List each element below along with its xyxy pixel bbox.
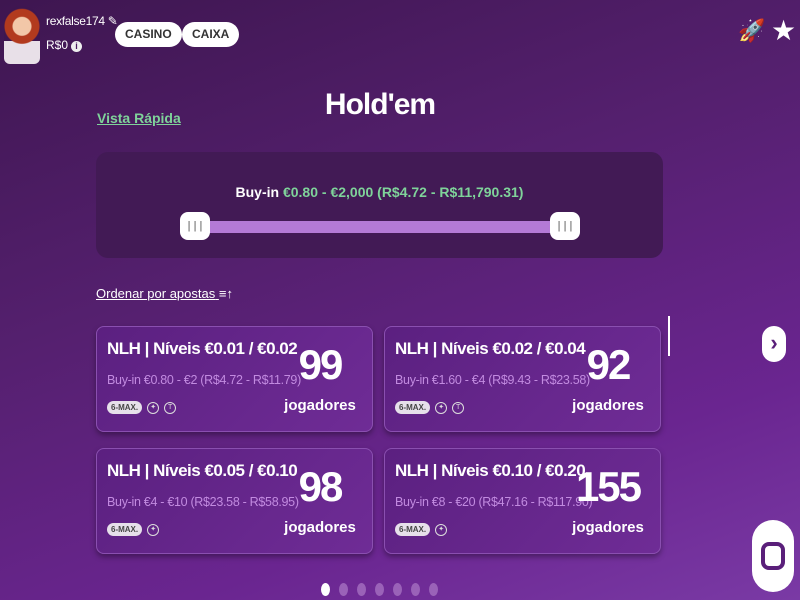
table-buyin: Buy-in €1.60 - €4 (R$9.43 - R$23.58)	[395, 373, 590, 387]
sort-by-stakes-link[interactable]: Ordenar por apostas ≡↑	[96, 286, 233, 301]
scrollbar[interactable]	[668, 316, 670, 356]
turbo-icon: T	[452, 401, 465, 414]
players-label: jogadores	[572, 519, 644, 536]
player-count: 98	[298, 463, 344, 510]
table-title: NLH | Níveis €0.05 / €0.10	[107, 461, 298, 480]
turbo-icon: T	[164, 401, 177, 414]
casino-button[interactable]: CASINO	[115, 22, 182, 47]
next-page-button[interactable]: ›	[762, 326, 786, 362]
table-card[interactable]: NLH | Níveis €0.02 / €0.04 Buy-in €1.60 …	[384, 326, 661, 432]
balance: R$0 i	[46, 38, 83, 52]
sort-icon: ≡↑	[218, 286, 233, 301]
avatar[interactable]	[4, 6, 40, 64]
caixa-button[interactable]: CAIXA	[182, 22, 240, 47]
table-buyin: Buy-in €0.80 - €2 (R$4.72 - R$11.79)	[107, 373, 301, 387]
chip-icon: ✦	[147, 401, 160, 414]
page-dot[interactable]	[393, 583, 402, 596]
table-title: NLH | Níveis €0.01 / €0.02	[107, 339, 298, 358]
page-dot[interactable]	[375, 583, 384, 596]
six-max-badge: 6-MAX.	[395, 523, 431, 536]
players-label: jogadores	[572, 397, 644, 414]
table-card[interactable]: NLH | Níveis €0.01 / €0.02 Buy-in €0.80 …	[96, 326, 373, 432]
page-dot[interactable]	[411, 583, 420, 596]
windows-icon	[761, 542, 785, 570]
six-max-badge: 6-MAX.	[107, 401, 143, 414]
rocket-icon[interactable]: 🚀	[738, 18, 766, 43]
page-dot[interactable]	[429, 583, 438, 596]
players-label: jogadores	[284, 397, 356, 414]
page-dot[interactable]	[357, 583, 366, 596]
chip-icon: ✦	[147, 523, 160, 536]
slider-max-handle[interactable]: | | |	[550, 212, 580, 240]
table-buyin: Buy-in €4 - €10 (R$23.58 - R$58.95)	[107, 495, 299, 509]
players-label: jogadores	[284, 519, 356, 536]
slider-min-handle[interactable]: | | |	[180, 212, 210, 240]
table-buyin: Buy-in €8 - €20 (R$47.16 - R$117.90)	[395, 495, 593, 509]
six-max-badge: 6-MAX.	[395, 401, 431, 414]
table-title: NLH | Níveis €0.10 / €0.20	[395, 461, 586, 480]
page-dot[interactable]	[339, 583, 348, 596]
buyin-slider-track[interactable]	[196, 221, 556, 233]
six-max-badge: 6-MAX.	[107, 523, 143, 536]
player-count: 92	[586, 341, 632, 388]
table-card[interactable]: NLH | Níveis €0.05 / €0.10 Buy-in €4 - €…	[96, 448, 373, 554]
info-icon[interactable]: i	[71, 41, 83, 52]
table-title: NLH | Níveis €0.02 / €0.04	[395, 339, 586, 358]
chip-icon: ✦	[435, 523, 448, 536]
quick-view-link[interactable]: Vista Rápida	[97, 110, 181, 126]
tables-button[interactable]	[752, 520, 794, 592]
username: rexfalse174 ✎	[46, 14, 118, 28]
page-dot[interactable]	[321, 583, 330, 596]
table-card[interactable]: NLH | Níveis €0.10 / €0.20 Buy-in €8 - €…	[384, 448, 661, 554]
player-count: 99	[298, 341, 344, 388]
player-count: 155	[575, 463, 642, 510]
star-icon[interactable]: ★	[771, 15, 797, 46]
chip-icon: ✦	[435, 401, 448, 414]
buyin-label: Buy-in €0.80 - €2,000 (R$4.72 - R$11,790…	[235, 184, 524, 200]
page-title: Hold'em	[324, 88, 436, 121]
pencil-icon[interactable]: ✎	[107, 14, 118, 28]
buyin-filter-panel: Buy-in €0.80 - €2,000 (R$4.72 - R$11,790…	[96, 152, 663, 258]
